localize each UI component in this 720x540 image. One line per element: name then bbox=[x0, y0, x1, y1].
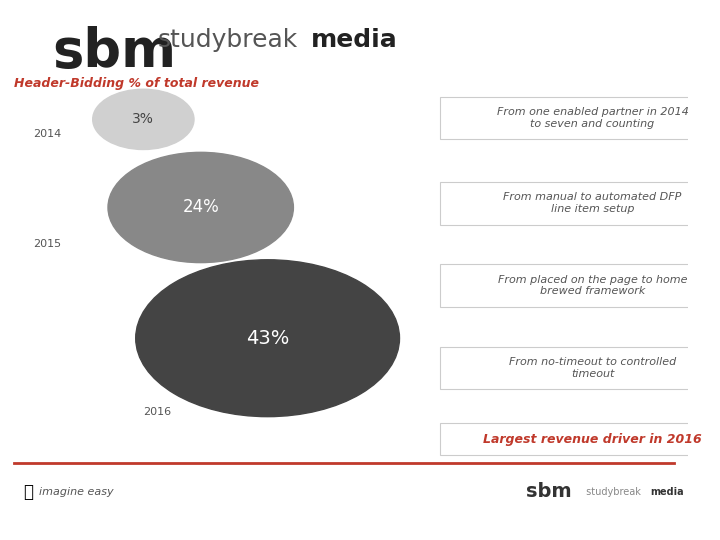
Circle shape bbox=[108, 152, 294, 262]
Text: Header-Bidding % of total revenue: Header-Bidding % of total revenue bbox=[14, 77, 259, 90]
Text: studybreak: studybreak bbox=[158, 29, 298, 52]
Text: From no-timeout to controlled
timeout: From no-timeout to controlled timeout bbox=[509, 357, 676, 379]
Text: media: media bbox=[310, 29, 397, 52]
Text: 43%: 43% bbox=[246, 329, 289, 348]
FancyBboxPatch shape bbox=[440, 264, 720, 307]
Circle shape bbox=[135, 260, 400, 417]
Text: 2014: 2014 bbox=[33, 129, 62, 139]
Text: sbm: sbm bbox=[526, 482, 571, 501]
FancyBboxPatch shape bbox=[440, 97, 720, 139]
Text: 2015: 2015 bbox=[33, 239, 62, 249]
Text: 🔮: 🔮 bbox=[24, 483, 34, 501]
Text: 24%: 24% bbox=[182, 199, 219, 217]
Text: Largest revenue driver in 2016: Largest revenue driver in 2016 bbox=[483, 433, 702, 446]
Text: 2016: 2016 bbox=[143, 407, 171, 417]
FancyBboxPatch shape bbox=[440, 182, 720, 225]
Text: sbm: sbm bbox=[53, 25, 176, 78]
Text: From manual to automated DFP
line item setup: From manual to automated DFP line item s… bbox=[503, 192, 682, 214]
Text: studybreak: studybreak bbox=[583, 487, 641, 497]
FancyBboxPatch shape bbox=[440, 423, 720, 455]
Text: media: media bbox=[650, 487, 683, 497]
Circle shape bbox=[93, 89, 194, 150]
Text: 3%: 3% bbox=[132, 112, 154, 126]
Text: imagine easy: imagine easy bbox=[39, 487, 114, 497]
Text: From placed on the page to home
brewed framework: From placed on the page to home brewed f… bbox=[498, 275, 688, 296]
FancyBboxPatch shape bbox=[440, 347, 720, 389]
Text: From one enabled partner in 2014
to seven and counting: From one enabled partner in 2014 to seve… bbox=[497, 107, 688, 129]
